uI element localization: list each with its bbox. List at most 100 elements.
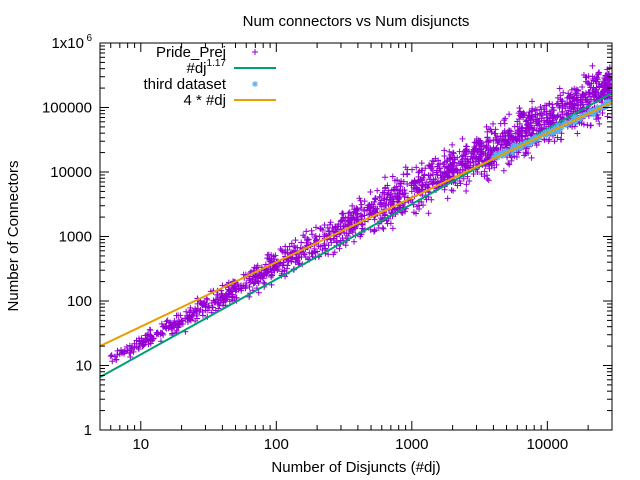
series-0-point [471, 139, 478, 146]
series-0-point [458, 158, 465, 165]
series-0-point [354, 217, 361, 224]
series-0-point [255, 278, 262, 285]
series-0-point [158, 320, 165, 327]
series-0-point [400, 191, 407, 198]
series-0-point [260, 270, 267, 277]
series-2-point [546, 127, 553, 134]
series-0-point [346, 209, 353, 216]
series-0-point [595, 89, 602, 96]
series-0-point [109, 358, 116, 365]
series-0-point [436, 165, 443, 172]
series-0-point [582, 90, 589, 97]
series-0-point [485, 177, 492, 184]
series-0-point [234, 280, 241, 287]
series-0-point [601, 86, 608, 93]
series-0-point [382, 174, 389, 181]
series-0-point [400, 171, 407, 178]
series-0-point [569, 123, 576, 130]
series-0-point [312, 224, 319, 231]
series-2-point [548, 130, 555, 137]
series-0-point [452, 156, 459, 163]
series-0-point [560, 89, 567, 96]
series-0-point [494, 140, 501, 147]
series-0-point [486, 165, 493, 172]
legend-label-superscript: 1.17 [207, 58, 227, 69]
series-2-point [571, 118, 578, 125]
series-0-point [194, 308, 201, 315]
series-0-point [491, 164, 498, 171]
series-0-point [554, 134, 561, 141]
series-0-point [463, 143, 470, 150]
series-0-point [204, 296, 211, 303]
series-0-point [372, 195, 379, 202]
plot-area [100, 62, 612, 379]
series-0-point [571, 102, 578, 109]
series-0-point [419, 167, 426, 174]
series-0-point [233, 295, 240, 302]
series-0-point [425, 210, 432, 217]
series-0-point [579, 91, 586, 98]
series-0-point [462, 160, 469, 167]
series-0-point [450, 149, 457, 156]
series-0-point [311, 234, 318, 241]
series-0-point [513, 137, 520, 144]
series-0-point [551, 138, 558, 145]
series-0-point [463, 188, 470, 195]
series-0-point [178, 317, 185, 324]
series-0-point [448, 164, 455, 171]
series-0-point [568, 103, 575, 110]
series-0-point [603, 72, 610, 79]
series-0-point [477, 145, 484, 152]
series-0-point [441, 152, 448, 159]
series-0-point [199, 312, 206, 319]
series-0-point [516, 104, 523, 111]
series-0-point [116, 351, 123, 358]
series-0-point [490, 137, 497, 144]
series-0-point [557, 136, 564, 143]
series-0-point [595, 71, 602, 78]
series-0-point [209, 304, 216, 311]
series-0-point [506, 161, 513, 168]
series-0-point [550, 107, 557, 114]
series-0-point [232, 286, 239, 293]
series-0-point [219, 294, 226, 301]
series-0-point [511, 123, 518, 130]
series-0-point [579, 84, 586, 91]
series-0-point [423, 196, 430, 203]
series-0-point [432, 175, 439, 182]
series-0-point [567, 91, 574, 98]
series-0-point [387, 199, 394, 206]
series-0-point [175, 324, 182, 331]
series-0-point [303, 228, 310, 235]
series-0-point [368, 210, 375, 217]
series-0-point [429, 164, 436, 171]
series-0-point [470, 170, 477, 177]
series-0-point [203, 295, 210, 302]
series-0-point [336, 245, 343, 252]
series-0-point [571, 85, 578, 92]
series-0-point [401, 193, 408, 200]
series-0-point [203, 301, 210, 308]
ticks-layer: 10 100 1000 10000 1 10 100 1000 10000 100000 1x10 6 [42, 33, 613, 453]
series-0-point [165, 325, 172, 332]
series-0-point [131, 344, 138, 351]
series-0-point [280, 259, 287, 266]
series-0-point [113, 356, 120, 363]
series-0-point [478, 170, 485, 177]
series-0-point [441, 147, 448, 154]
series-0-point [321, 242, 328, 249]
series-0-point [596, 120, 603, 127]
series-0-point [584, 122, 591, 129]
series-0-point [325, 251, 332, 258]
series-0-point [468, 153, 475, 160]
series-0-point [585, 73, 592, 80]
series-0-point [558, 98, 565, 105]
series-0-point [543, 108, 550, 115]
series-0-point [516, 112, 523, 119]
series-0-point [590, 93, 597, 100]
series-0-point [462, 151, 469, 158]
series-0-point [179, 318, 186, 325]
series-0-point [590, 85, 597, 92]
series-0-point [353, 206, 360, 213]
series-0-point [450, 150, 457, 157]
